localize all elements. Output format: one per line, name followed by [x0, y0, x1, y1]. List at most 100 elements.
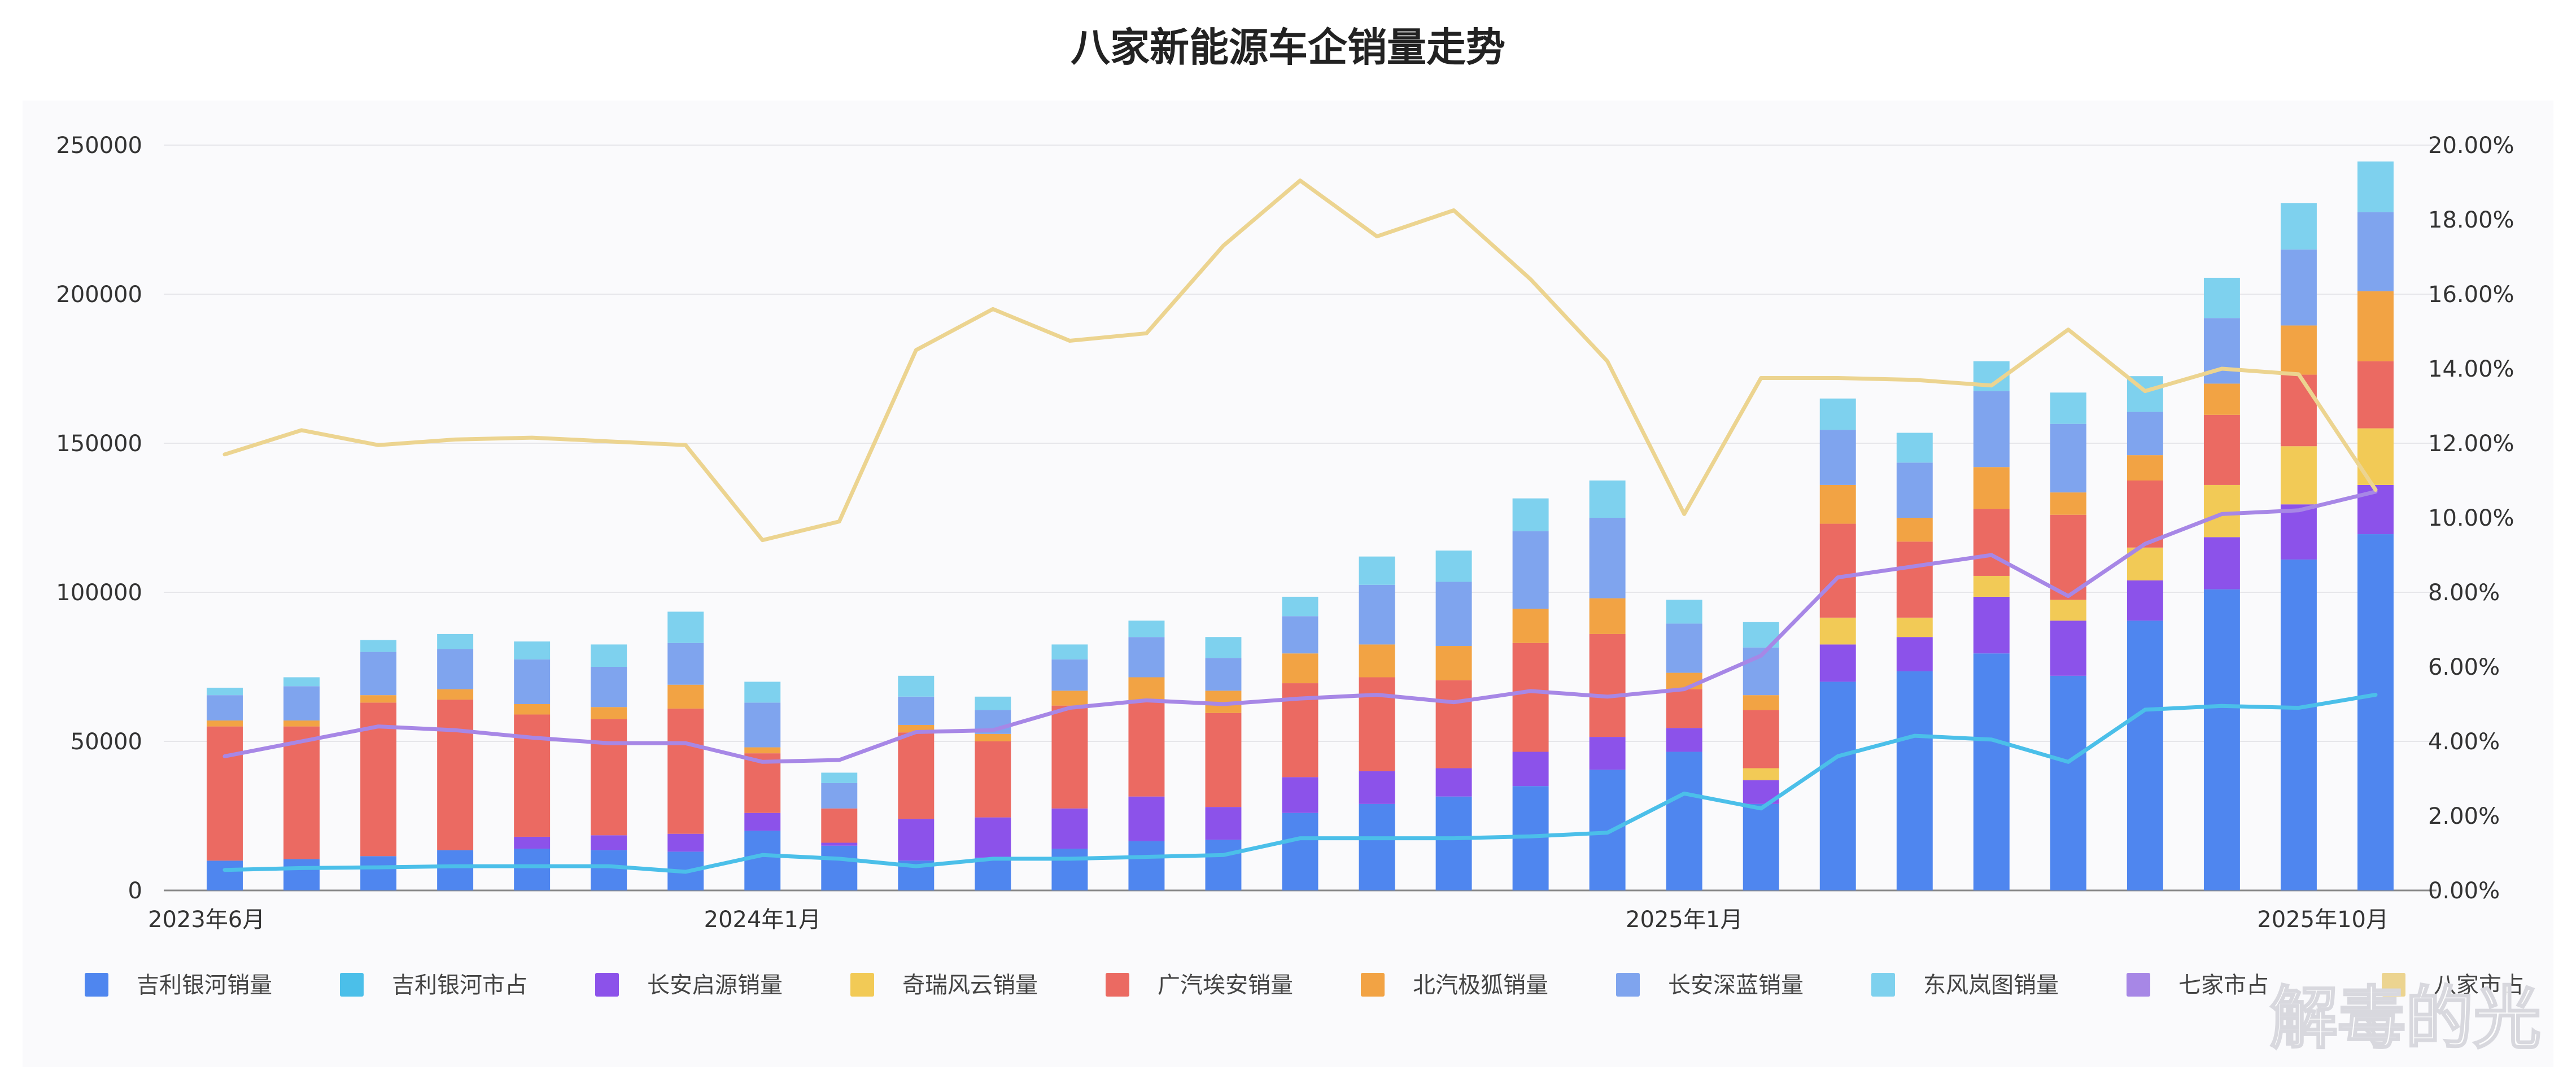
bar-segment	[1666, 752, 1702, 890]
bar-segment	[207, 861, 243, 890]
bar-segment	[514, 704, 551, 715]
bar-segment	[821, 808, 858, 843]
legend-swatch	[2382, 973, 2405, 997]
bar-segment	[1128, 621, 1165, 637]
bar-segment	[667, 611, 704, 643]
y-right-tick-label: 2.00%	[2428, 803, 2500, 829]
bar-segment	[1973, 653, 2010, 890]
bar-segment	[667, 684, 704, 709]
bar-segment	[1666, 600, 1702, 624]
bar-segment	[1435, 582, 1472, 647]
bar-segment	[360, 652, 397, 696]
bar-segment	[360, 695, 397, 703]
legend-swatch	[1871, 973, 1895, 997]
bar-segment	[1896, 462, 1933, 518]
bar-segment	[975, 741, 1011, 818]
bar-segment	[1435, 680, 1472, 768]
legend-label: 七家市占	[2178, 972, 2269, 998]
bar-segment	[1666, 689, 1702, 728]
bar-segment	[1896, 671, 1933, 890]
bar-segment	[975, 696, 1011, 710]
bar-segment	[1819, 484, 1856, 524]
legend-label: 东风岚图销量	[1923, 972, 2059, 998]
bar-segment	[283, 859, 320, 890]
bar-segment	[207, 726, 243, 861]
line-series	[222, 178, 2378, 543]
bar-segment	[1359, 644, 1395, 678]
bar-segment	[2280, 203, 2317, 250]
bar-segment	[2050, 621, 2086, 676]
bar-segment	[1589, 598, 1626, 634]
line-series	[222, 490, 2378, 764]
bar-segment	[437, 689, 474, 700]
bar-segment	[1282, 653, 1318, 684]
bar-segment	[2203, 277, 2240, 318]
bar-segment	[437, 850, 474, 890]
bar-segment	[1589, 770, 1626, 890]
bar-segment	[283, 686, 320, 721]
bar-segment	[207, 687, 243, 696]
bar-segment	[1589, 634, 1626, 737]
bar-segment	[2203, 537, 2240, 589]
bar-segment	[898, 675, 935, 697]
legend-label: 北汽极狐销量	[1413, 972, 1548, 998]
bar-segment	[1666, 728, 1702, 752]
axes-layer: 0 50000 100000 150000 200000 250000 0.00% 2.00%…	[56, 133, 2514, 933]
bar-segment	[975, 733, 1011, 741]
legend-swatch	[2127, 973, 2150, 997]
bar-segment	[898, 732, 935, 819]
bar-segment	[1359, 803, 1395, 890]
bar-segment	[1051, 691, 1088, 706]
y-right-tick-label: 14.00%	[2428, 356, 2514, 382]
bar-segment	[2050, 423, 2086, 493]
bar-segment	[591, 850, 627, 890]
bar-segment	[1051, 659, 1088, 691]
y-left-tick-label: 0	[128, 878, 142, 904]
bar-segment	[898, 819, 935, 861]
bar-segment	[1743, 768, 1779, 780]
bar-segment	[1435, 768, 1472, 797]
bar-segment	[1819, 523, 1856, 618]
bar-segment	[1282, 777, 1318, 813]
bar-segment	[1435, 551, 1472, 582]
bar-segment	[2050, 492, 2086, 515]
bar-segment	[1205, 637, 1242, 658]
y-right-tick-label: 10.00%	[2428, 505, 2514, 531]
bar-segment	[2203, 383, 2240, 415]
bar-segment	[1666, 623, 1702, 673]
bar-segment	[1512, 752, 1549, 787]
bar-segment	[283, 720, 320, 727]
bar-segment	[898, 696, 935, 725]
bar-segment	[514, 659, 551, 704]
y-right-tick-label: 8.00%	[2428, 580, 2500, 606]
bar-segment	[2280, 249, 2317, 326]
bar-segment	[1128, 637, 1165, 678]
bar-segment	[1589, 481, 1626, 518]
bar-segment	[744, 747, 781, 754]
bar-segment	[744, 702, 781, 748]
bar-segment	[514, 714, 551, 837]
bar-segment	[207, 720, 243, 727]
bar-segment	[1512, 643, 1549, 752]
bar-segment	[1896, 518, 1933, 542]
bar-segment	[2357, 161, 2394, 212]
bar-segment	[1973, 509, 2010, 576]
bar-segment	[1743, 710, 1779, 768]
legend-label: 吉利银河市占	[392, 972, 527, 998]
line-series	[222, 693, 2378, 874]
bar-segment	[1359, 556, 1395, 585]
bar-segment	[514, 849, 551, 890]
chart-title: 八家新能源车企销量走势	[1071, 24, 1505, 71]
bar-segment	[2203, 414, 2240, 485]
bar-segment	[2280, 559, 2317, 890]
bar-segment	[1819, 398, 1856, 430]
bar-segment	[821, 842, 858, 846]
y-right-tick-label: 16.00%	[2428, 282, 2514, 308]
bar-segment	[437, 649, 474, 689]
bar-segment	[2050, 392, 2086, 424]
bar-segment	[591, 707, 627, 719]
bar-segment	[667, 708, 704, 834]
bar-segment	[1589, 737, 1626, 770]
bar-segment	[437, 700, 474, 850]
